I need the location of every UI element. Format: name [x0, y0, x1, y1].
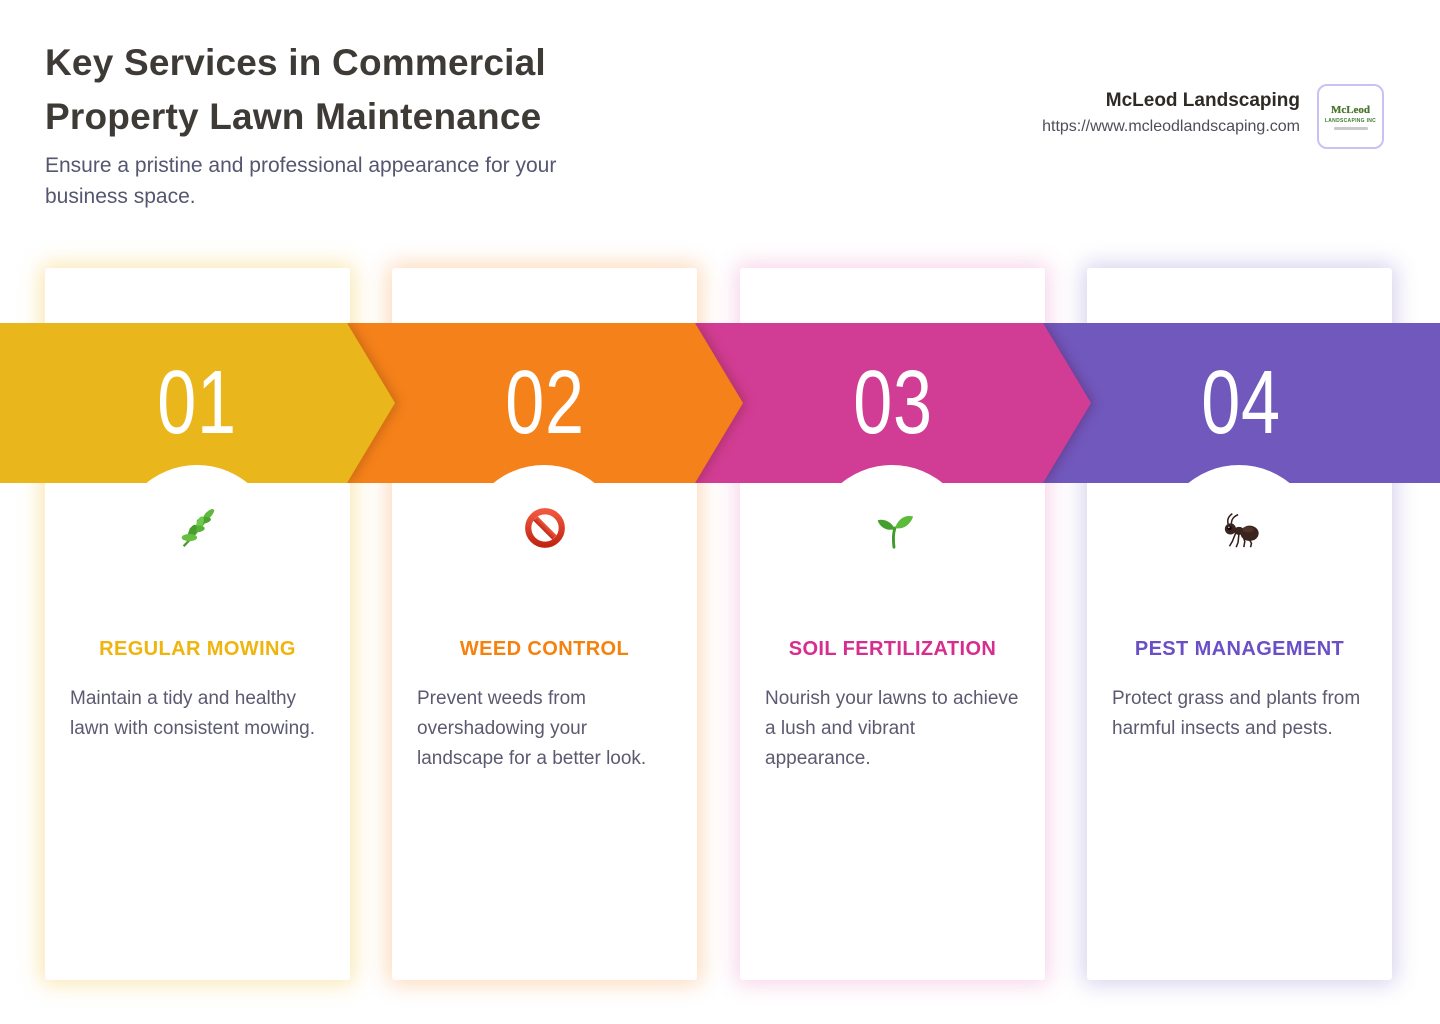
brand-url[interactable]: https://www.mcleodlandscaping.com: [1042, 118, 1300, 135]
prohibited-icon: [522, 505, 568, 551]
seedling-icon: [870, 505, 916, 551]
logo-fine-print-bar: [1333, 126, 1368, 130]
service-description: Protect grass and plants from harmful in…: [1112, 688, 1361, 739]
page-subtitle: Ensure a pristine and professional appea…: [45, 154, 557, 208]
steps-banner: 01 02 03 04: [0, 323, 1440, 483]
ant-icon: [1217, 505, 1263, 551]
service-title: PEST MANAGEMENT: [1134, 638, 1345, 660]
service-title: WEED CONTROL: [459, 638, 630, 660]
brand-name: McLeod Landscaping: [1105, 90, 1300, 111]
service-description: Nourish your lawns to achieve a lush and…: [765, 688, 1019, 769]
step-number-2: 02: [505, 353, 585, 453]
service-description: Maintain a tidy and healthy lawn with co…: [70, 688, 315, 739]
brand-logo: McLeod LANDSCAPING INC: [1317, 84, 1384, 149]
brand-block: McLeod Landscaping https://www.mcleodlan…: [1042, 90, 1300, 136]
step-chevron-2: 02: [347, 323, 743, 483]
herb-icon: [175, 505, 221, 551]
step-chevron-4: 04: [1043, 323, 1440, 483]
step-chevron-1: 01: [0, 323, 395, 483]
logo-wordmark: McLeod: [1330, 103, 1371, 116]
step-number-3: 03: [853, 353, 933, 453]
logo-tagline: LANDSCAPING INC: [1324, 117, 1377, 124]
step-number-4: 04: [1201, 353, 1282, 453]
step-number-1: 01: [157, 353, 238, 453]
service-title: REGULAR MOWING: [99, 638, 296, 660]
service-title: SOIL FERTILIZATION: [788, 638, 997, 660]
page-title: Key Services in Commercial Property Lawn…: [45, 42, 546, 137]
step-chevron-3: 03: [695, 323, 1091, 483]
service-description: Prevent weeds from overshadowing your la…: [417, 688, 647, 769]
